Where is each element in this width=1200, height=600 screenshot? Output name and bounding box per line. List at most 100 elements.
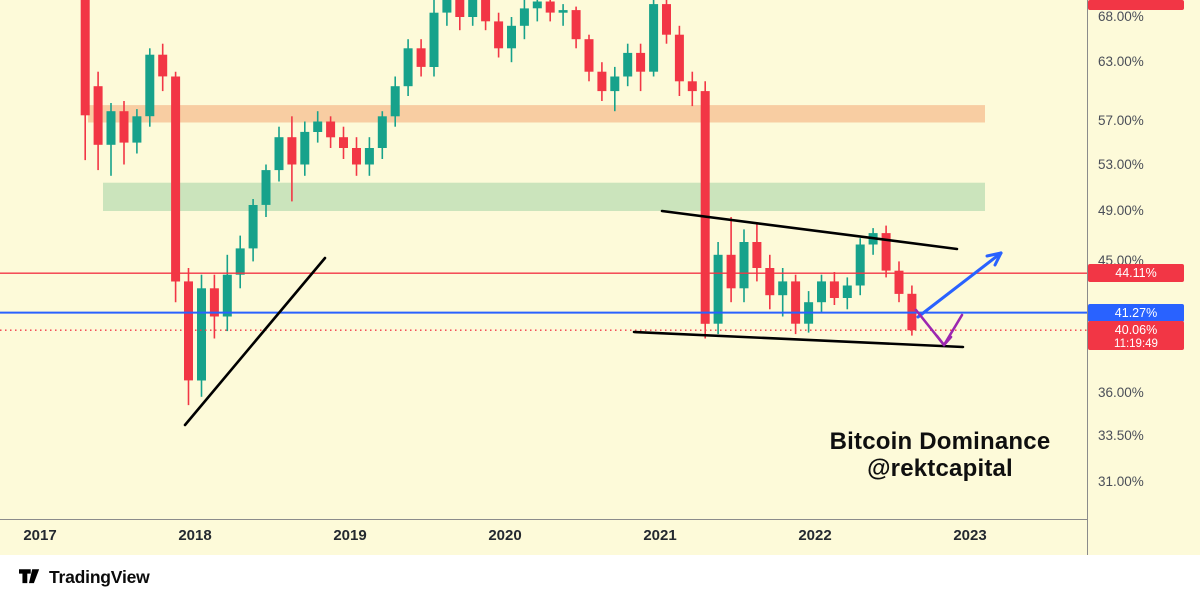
price-tick-label: 63.00% [1098,54,1144,70]
candle [623,43,633,87]
supply-zone-orange[interactable] [88,105,985,123]
candles-layer [80,0,917,406]
year-label: 2017 [23,527,57,544]
price-tick-label: 31.00% [1098,473,1144,489]
candle [184,268,193,406]
candle [158,43,168,92]
candle [313,111,323,143]
candle [791,274,801,335]
candle [481,0,491,31]
price-tick-label: 57.00% [1098,113,1144,129]
secondary-price-badge: 41.27% [1088,303,1184,322]
candle [145,48,155,127]
price-tick-label: 53.00% [1098,156,1144,172]
price-tick-label: 68.00% [1098,9,1144,24]
candle [739,229,749,303]
chart-annotation[interactable]: Bitcoin Dominance @rektcapital [818,428,1062,483]
candle [287,116,297,202]
candle [261,164,271,217]
chart-pane[interactable]: Bitcoin Dominance @rektcapital [0,0,1087,519]
candle [636,43,646,92]
wedge-upper-line[interactable] [660,209,959,251]
candle [545,0,555,22]
candle [649,0,659,77]
candle [868,228,878,255]
candle [674,25,684,96]
candle [597,62,607,101]
last-price-badge: 40.06% 11:19:49 [1088,321,1184,351]
candle [726,217,736,303]
trendlines-layer [183,209,965,427]
uptrend-line-2018[interactable] [183,256,327,427]
candle [558,4,568,26]
candle [339,126,348,159]
candle [687,71,697,107]
rejection-arrow-purple[interactable] [914,308,964,347]
candle [532,0,542,22]
year-label: 2020 [488,527,522,544]
price-chart-canvas[interactable] [0,0,1087,519]
tradingview-wordmark: TradingView [49,567,150,587]
candle [171,71,181,303]
candle [326,116,336,148]
candle [507,17,516,63]
price-axis-separator [1087,0,1088,555]
candle [403,39,413,96]
wedge-lower-line[interactable] [632,330,965,349]
time-axis[interactable]: 2017 2018 2019 2020 2021 2022 2023 [0,520,1087,555]
candle [752,223,762,282]
tradingview-logo[interactable]: TradingView [19,567,150,588]
price-tick-label: 33.50% [1098,428,1144,444]
candle [494,12,504,58]
candle [468,0,478,26]
annotation-line2: @rektcapital [867,454,1013,482]
price-axis[interactable]: 68.00% 63.00% 57.00% 53.00% 49.00% 45.00% 36.0… [1088,0,1200,555]
candle [584,34,594,82]
candle [300,121,310,176]
year-label: 2022 [798,527,832,544]
candle [442,0,452,26]
candle [842,277,852,310]
candle [209,274,219,339]
candle [106,103,116,176]
candle [881,225,891,278]
candle [571,6,581,49]
candle [894,261,904,303]
candle [377,111,387,159]
candle [364,137,374,176]
demand-zone-green[interactable] [103,182,985,211]
candle [778,268,788,317]
year-label: 2023 [953,527,987,544]
candle [610,66,620,112]
year-label: 2018 [178,527,212,544]
zones-layer [88,105,985,211]
candle [352,137,361,176]
breakout-arrow-blue[interactable] [916,251,1003,319]
annotation-line1: Bitcoin Dominance [829,428,1051,455]
candle [119,101,129,165]
price-tick-label: 36.00% [1098,385,1144,401]
tradingview-logo-icon [19,568,40,583]
candle [416,39,426,77]
candle [662,0,671,44]
candle [274,126,284,182]
candle [713,242,723,335]
candle [80,0,90,161]
candle [455,0,465,31]
candle [765,254,775,310]
candle [519,0,529,40]
level-price-badge: 44.11% [1088,264,1184,283]
candle [829,272,839,305]
candle [390,76,400,127]
candle [817,274,826,313]
year-label: 2019 [333,527,367,544]
candle [235,235,245,289]
price-lines-layer [0,272,1087,331]
price-tick-label: 49.00% [1098,202,1144,218]
candle [248,199,258,262]
year-label: 2021 [643,527,677,544]
candle [700,81,710,339]
candle [855,238,865,296]
candle [93,71,103,171]
